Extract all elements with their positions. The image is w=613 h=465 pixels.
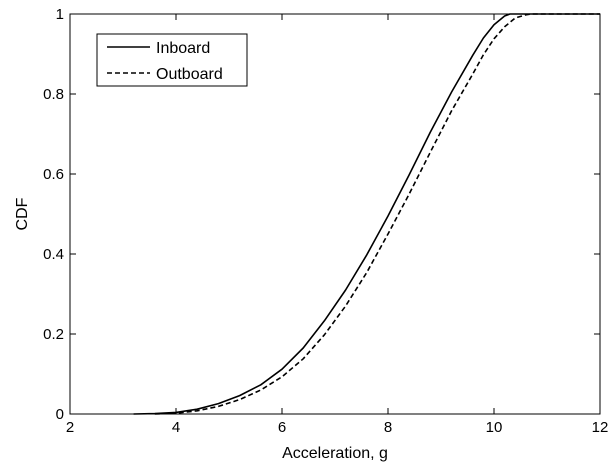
x-axis: 2 4 6 8 10 12 [66,14,609,436]
x-tick-label: 2 [66,419,74,436]
series-line-inboard [133,13,600,415]
legend-label-outboard: Outboard [156,66,223,83]
y-tick-label: 0.6 [43,166,64,183]
y-tick-label: 0.2 [43,326,64,343]
x-tick-label: 10 [486,419,503,436]
x-tick-label: 4 [172,419,180,436]
series-layer [133,13,600,415]
y-axis-label: CDF [14,197,31,230]
y-tick-label: 0.4 [43,246,64,263]
y-tick-label: 0 [56,406,64,423]
legend-label-inboard: Inboard [156,40,210,57]
y-tick-label: 0.8 [43,86,64,103]
y-tick-label: 1 [56,6,64,23]
series-line-outboard [154,13,600,415]
x-tick-label: 8 [384,419,392,436]
y-axis: 0 0.2 0.4 0.6 0.8 1 [43,6,600,423]
legend: Inboard Outboard [96,33,248,87]
x-tick-label: 12 [592,419,609,436]
x-axis-label: Acceleration, g [282,445,388,462]
legend-box [96,33,248,87]
x-tick-label: 6 [278,419,286,436]
